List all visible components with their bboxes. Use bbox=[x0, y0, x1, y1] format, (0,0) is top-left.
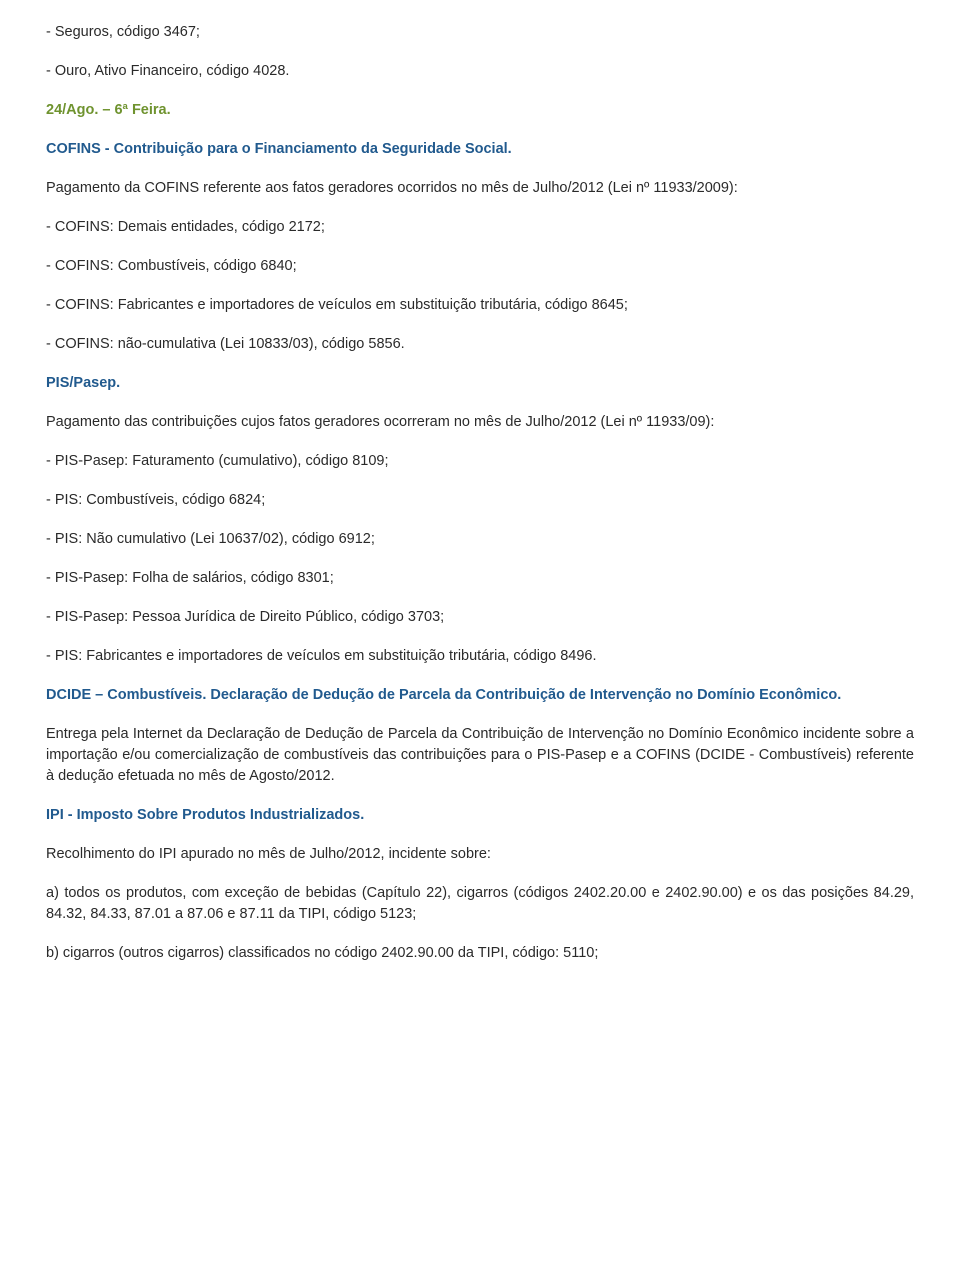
body-text: - PIS: Não cumulativo (Lei 10637/02), có… bbox=[46, 529, 914, 550]
body-text: - COFINS: Demais entidades, código 2172; bbox=[46, 217, 914, 238]
body-text: - COFINS: Combustíveis, código 6840; bbox=[46, 256, 914, 277]
body-text: - Ouro, Ativo Financeiro, código 4028. bbox=[46, 61, 914, 82]
body-text: - COFINS: não-cumulativa (Lei 10833/03),… bbox=[46, 334, 914, 355]
body-text: Pagamento das contribuições cujos fatos … bbox=[46, 412, 914, 433]
body-text: Recolhimento do IPI apurado no mês de Ju… bbox=[46, 844, 914, 865]
body-text: - COFINS: Fabricantes e importadores de … bbox=[46, 295, 914, 316]
body-text: b) cigarros (outros cigarros) classifica… bbox=[46, 943, 914, 964]
section-heading-text: COFINS - Contribuição para o Financiamen… bbox=[46, 139, 914, 160]
section-heading-text: IPI - Imposto Sobre Produtos Industriali… bbox=[46, 805, 914, 826]
body-text: - PIS-Pasep: Folha de salários, código 8… bbox=[46, 568, 914, 589]
body-text: - PIS: Fabricantes e importadores de veí… bbox=[46, 646, 914, 667]
date-heading-text: 24/Ago. – 6ª Feira. bbox=[46, 100, 914, 121]
body-text: a) todos os produtos, com exceção de beb… bbox=[46, 883, 914, 925]
document-body: - Seguros, código 3467; - Ouro, Ativo Fin… bbox=[46, 22, 914, 964]
body-text: - PIS-Pasep: Faturamento (cumulativo), c… bbox=[46, 451, 914, 472]
body-text: Pagamento da COFINS referente aos fatos … bbox=[46, 178, 914, 199]
body-text: - Seguros, código 3467; bbox=[46, 22, 914, 43]
section-heading-text: DCIDE – Combustíveis. Declaração de Dedu… bbox=[46, 685, 914, 706]
body-text: - PIS: Combustíveis, código 6824; bbox=[46, 490, 914, 511]
section-heading-text: PIS/Pasep. bbox=[46, 373, 914, 394]
body-text: Entrega pela Internet da Declaração de D… bbox=[46, 724, 914, 787]
body-text: - PIS-Pasep: Pessoa Jurídica de Direito … bbox=[46, 607, 914, 628]
